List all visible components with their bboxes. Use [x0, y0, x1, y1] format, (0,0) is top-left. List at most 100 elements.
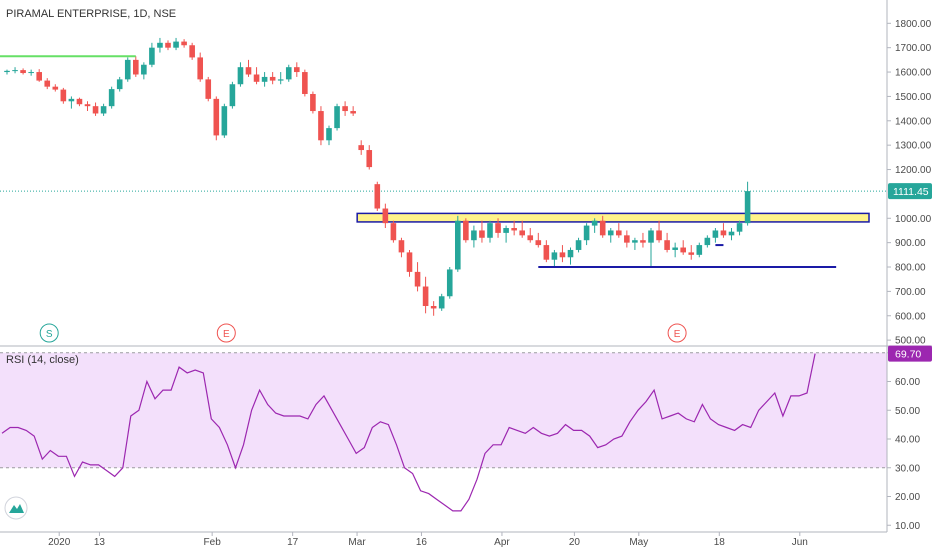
candle-body: [503, 228, 509, 233]
candle-body: [253, 74, 260, 82]
candle-body: [414, 271, 421, 287]
drawing-layer-front: [0, 55, 837, 269]
candle-body: [116, 79, 123, 90]
candle-body: [712, 230, 719, 238]
last-rsi-value: 69.70: [895, 349, 921, 361]
candle-body: [294, 67, 300, 73]
candle-body: [189, 45, 195, 58]
candle-body: [495, 223, 501, 233]
candle-body: [149, 47, 155, 65]
candle-body: [567, 249, 574, 258]
candle-body: [559, 252, 566, 258]
price-tick-label: 1700.00: [895, 43, 932, 54]
price-axis[interactable]: 1800.00 1700.00 1600.00 1500.00 1400.00 1300.…: [887, 19, 932, 347]
price-tick-label: 900.00: [895, 238, 926, 249]
candle-body: [672, 247, 678, 250]
candle-body: [736, 223, 743, 232]
candle-body: [656, 230, 662, 241]
candle-body: [463, 220, 469, 241]
candle-body: [527, 235, 534, 241]
event-marker-circle: [39, 323, 59, 343]
candle-body: [157, 42, 163, 48]
candle-body: [575, 240, 582, 250]
candle-body: [92, 106, 99, 114]
candle-body: [44, 80, 51, 87]
candle-body: [607, 230, 614, 236]
rsi-tick-label: 20.00: [895, 492, 920, 503]
last-price-tag: 1111.45: [888, 183, 932, 200]
candle-body: [229, 84, 236, 107]
candle-body: [487, 223, 493, 238]
candle-body: [599, 220, 606, 236]
candle-body: [28, 72, 34, 74]
candle-body: [277, 79, 284, 81]
candle-body: [728, 231, 735, 236]
time-axis[interactable]: 2020 13 Feb 17 Mar 16 Apr 20 May 18 Jun: [48, 532, 808, 548]
drawing-layer-back: [0, 190, 887, 223]
candle-body: [680, 247, 686, 253]
time-tick-label: 13: [94, 537, 106, 548]
candle-body: [221, 106, 228, 136]
candle-body: [318, 111, 324, 141]
rsi-tick-label: 10.00: [895, 521, 920, 532]
candle-body: [616, 230, 622, 236]
candle-body: [422, 286, 429, 307]
candle-body: [446, 269, 453, 297]
rsi-title[interactable]: RSI (14, close): [6, 354, 79, 366]
candle-body: [591, 220, 598, 226]
candle-body: [438, 296, 445, 309]
candle-body: [52, 86, 59, 90]
last-price-value: 1111.45: [893, 186, 929, 198]
candle-body: [342, 106, 348, 112]
candle-body: [704, 237, 711, 246]
candle-body: [358, 145, 364, 151]
time-tick-label: 16: [416, 537, 428, 548]
time-tick-label: Apr: [494, 537, 510, 548]
candle-body: [213, 98, 220, 136]
candle-body: [36, 72, 42, 81]
time-tick-label: 20: [569, 537, 581, 548]
candle-body: [398, 240, 405, 253]
candle-body: [479, 230, 485, 238]
candle-body: [455, 220, 461, 270]
candle-body: [133, 59, 139, 75]
candle-body: [744, 191, 751, 224]
candle-body: [181, 41, 187, 46]
rsi-band: [0, 352, 887, 469]
price-tick-label: 1000.00: [895, 214, 932, 225]
candle-body: [334, 106, 340, 129]
candle-body: [173, 41, 179, 48]
candle-body: [326, 128, 332, 141]
candlestick-series: [4, 37, 751, 316]
time-tick-label: 18: [714, 537, 726, 548]
time-tick-label: 17: [287, 537, 299, 548]
candle-body: [237, 67, 244, 85]
candle-body: [205, 79, 212, 99]
time-tick-label: Jun: [792, 537, 808, 548]
price-tick-label: 500.00: [895, 336, 926, 347]
candle-body: [20, 70, 26, 74]
time-tick-label: Mar: [348, 537, 366, 548]
candle-body: [648, 230, 654, 243]
candle-body: [285, 67, 292, 80]
price-tick-label: 700.00: [895, 287, 926, 298]
candle-body: [471, 230, 477, 241]
tradingview-logo-icon[interactable]: [4, 496, 28, 520]
price-tick-label: 1500.00: [895, 92, 932, 103]
candle-body: [261, 76, 268, 82]
candle-body: [124, 59, 131, 80]
rsi-tick-label: 30.00: [895, 463, 920, 474]
candle-body: [366, 150, 373, 168]
candle-body: [543, 245, 550, 260]
candle-body: [12, 70, 18, 72]
candle-body: [68, 98, 75, 102]
candle-body: [350, 111, 356, 114]
symbol-title[interactable]: PIRAMAL ENTERPRISE, 1D, NSE: [6, 8, 176, 20]
resistance-zone-box: [356, 212, 870, 223]
last-rsi-tag: 69.70: [888, 345, 932, 362]
price-tick-label: 1300.00: [895, 141, 932, 152]
price-tick-label: 1200.00: [895, 165, 932, 176]
price-tick-label: 600.00: [895, 311, 926, 322]
